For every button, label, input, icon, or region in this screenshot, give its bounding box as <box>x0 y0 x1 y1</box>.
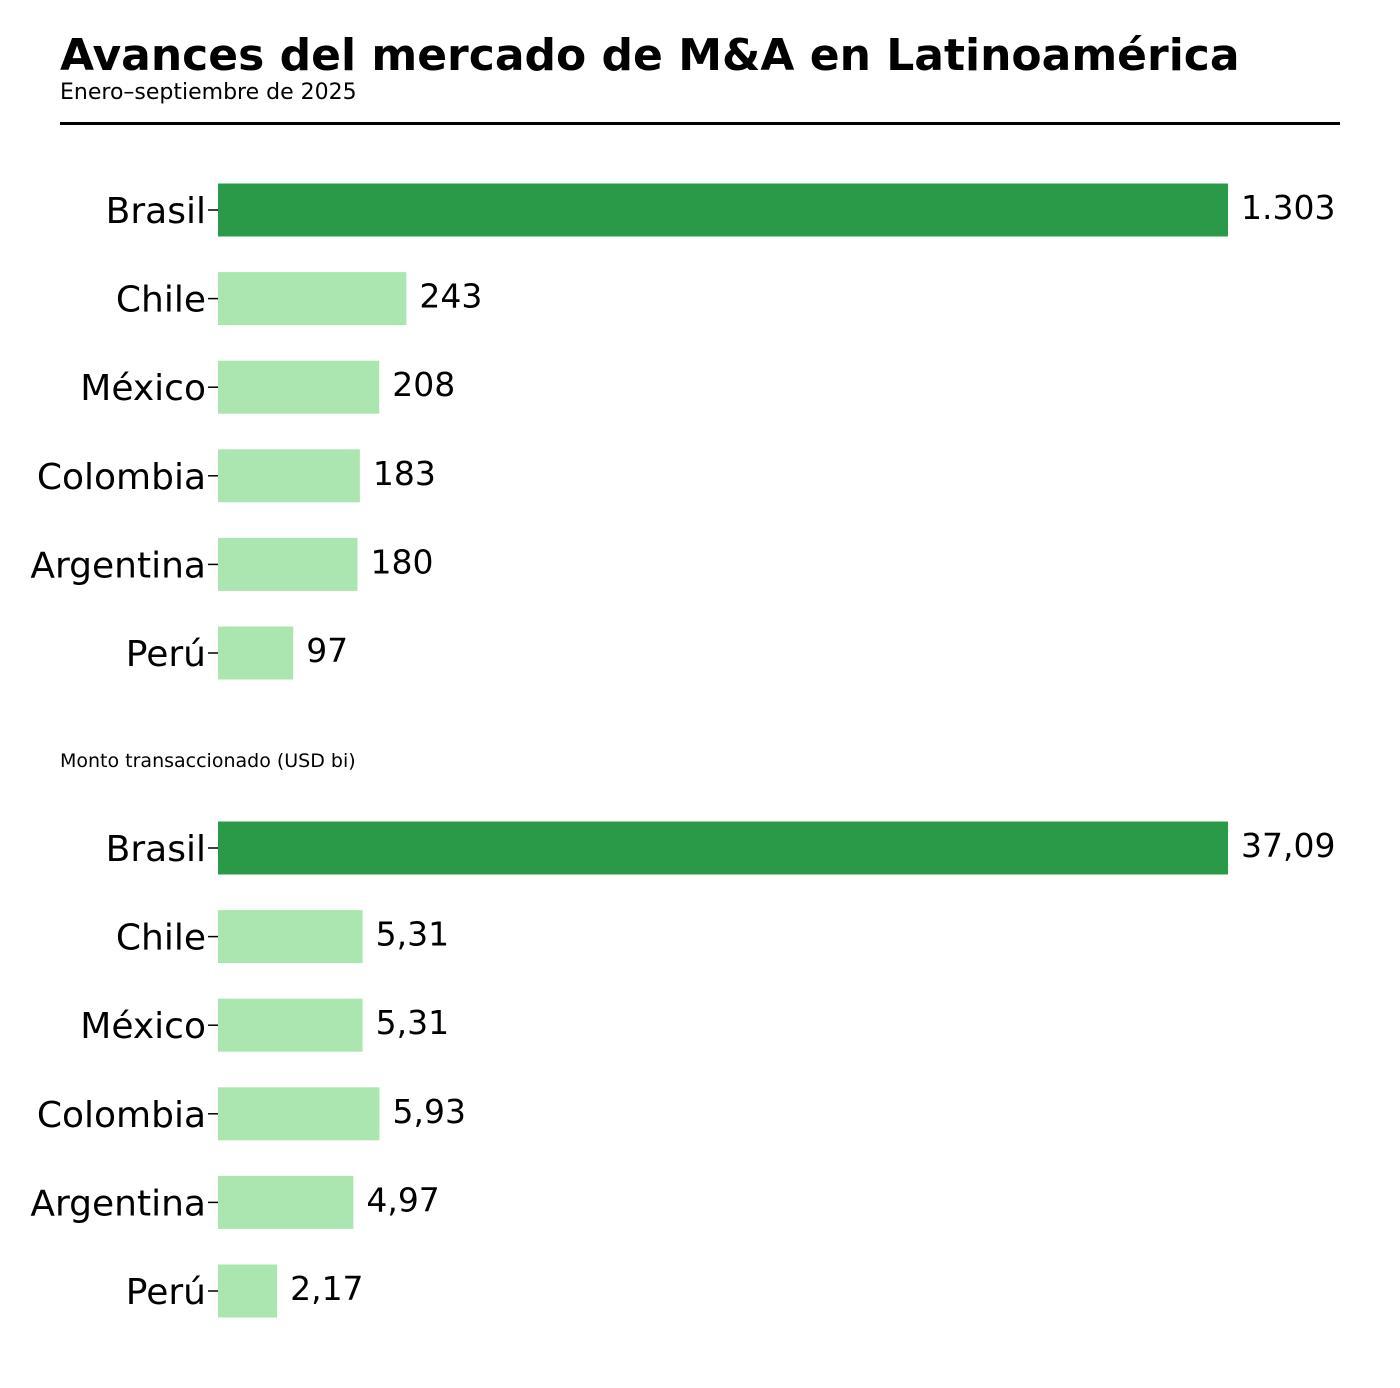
amount-category-label-mexico: México <box>80 1006 206 1047</box>
amount-value-label-chile: 5,31 <box>376 915 449 954</box>
amount-value-label-peru: 2,17 <box>290 1269 363 1308</box>
amount-value-label-mexico: 5,31 <box>376 1003 449 1042</box>
count-category-label-colombia: Colombia <box>37 457 206 498</box>
chart-title: Avances del mercado de M&A en Latinoamér… <box>60 30 1240 81</box>
chart-subtitle: Enero–septiembre de 2025 <box>60 80 357 105</box>
count-value-label-chile: 243 <box>419 277 482 316</box>
count-value-label-argentina: 180 <box>371 542 434 581</box>
amount-bar-mexico <box>218 998 363 1052</box>
count-value-label-colombia: 183 <box>373 454 436 493</box>
amount-bar-chile <box>218 910 363 964</box>
count-bar-brasil <box>218 183 1228 237</box>
amount-value-label-argentina: 4,97 <box>366 1180 439 1219</box>
amount-bar-argentina <box>218 1175 354 1229</box>
deal-count-bar-chart: Brasil 1.303 Chile 243 México 208 Colombia 183 A… <box>30 183 1335 680</box>
count-bar-colombia <box>218 449 360 503</box>
count-value-label-brasil: 1.303 <box>1241 188 1335 227</box>
amount-bar-chart: Brasil 37,09 Chile 5,31 México 5,31 Colombia 5,… <box>30 821 1335 1318</box>
count-category-label-chile: Chile <box>116 280 206 321</box>
count-category-label-peru: Perú <box>126 634 206 675</box>
amount-category-label-colombia: Colombia <box>37 1095 206 1136</box>
count-bar-peru <box>218 626 294 680</box>
count-bar-argentina <box>218 537 358 591</box>
count-category-label-argentina: Argentina <box>30 545 206 586</box>
amount-section-title: Monto transaccionado (USD bi) <box>60 750 356 772</box>
amount-category-label-argentina: Argentina <box>30 1183 206 1224</box>
amount-bar-colombia <box>218 1087 380 1141</box>
count-bar-mexico <box>218 360 380 414</box>
count-bar-chile <box>218 272 407 326</box>
count-value-label-peru: 97 <box>306 631 348 670</box>
amount-bar-brasil <box>218 821 1228 875</box>
amount-bar-peru <box>218 1264 278 1318</box>
count-category-label-brasil: Brasil <box>106 191 206 232</box>
amount-category-label-brasil: Brasil <box>106 829 206 870</box>
amount-value-label-brasil: 37,09 <box>1241 826 1335 865</box>
amount-value-label-colombia: 5,93 <box>392 1092 465 1131</box>
count-value-label-mexico: 208 <box>392 365 455 404</box>
count-category-label-mexico: México <box>80 368 206 409</box>
amount-category-label-peru: Perú <box>126 1272 206 1313</box>
amount-category-label-chile: Chile <box>116 918 206 959</box>
title-divider <box>60 122 1340 125</box>
